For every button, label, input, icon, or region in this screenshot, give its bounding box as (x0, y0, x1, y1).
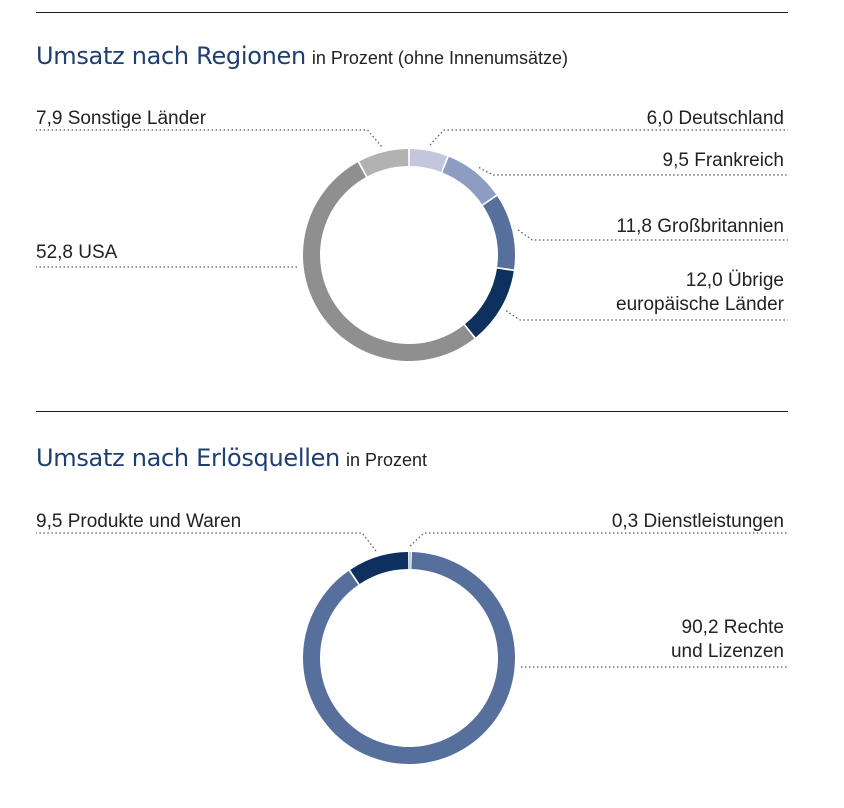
slice-group: 52,8 USA (36, 162, 475, 361)
leader-line (505, 310, 788, 321)
chart-title-revenue-sources: Umsatz nach Erlösquellen in Prozent (36, 444, 427, 472)
slice-group: 90,2 Rechte und Lizenzen (303, 552, 788, 764)
slice-label: 7,9 Sonstige Länder (36, 108, 207, 129)
donut-slice (350, 552, 409, 584)
chart-title: Umsatz nach Erlösquellen (36, 444, 340, 472)
chart-subtitle: in Prozent (345, 450, 428, 470)
leader-line (36, 532, 377, 552)
slice-group: 7,9 Sonstige Länder (36, 108, 409, 177)
slice-label: 9,5 Produkte und Waren (36, 511, 241, 532)
slice-label: 9,5 Frankreich (663, 150, 784, 171)
chart-title-regions: Umsatz nach Regionen in Prozent (ohne Inn… (36, 42, 568, 70)
slice-label-continuation: und Lizenzen (671, 641, 784, 662)
leader-line (36, 129, 382, 147)
leader-line (478, 167, 788, 176)
slice-label-continuation: europäische Länder (616, 294, 785, 315)
slice-label: 0,3 Dienstleistungen (612, 511, 784, 532)
chart-section-revenue-sources: Umsatz nach Erlösquellen in Prozent 0,3 D… (0, 400, 844, 808)
donut-chart-revenue-sources: 0,3 Dienstleistungen 90,2 Rechte und Lizen… (36, 511, 788, 764)
leader-line (429, 129, 788, 146)
slice-group: 6,0 Deutschland (409, 108, 788, 172)
chart-title: Umsatz nach Regionen (36, 42, 306, 70)
chart-subtitle: in Prozent (ohne Innenumsätze) (311, 48, 569, 68)
slice-group: 0,3 Dienstleistungen (409, 511, 788, 570)
donut-slice (409, 149, 448, 172)
slice-label: 52,8 USA (36, 242, 118, 263)
middle-rule (36, 411, 788, 412)
slice-label: 11,8 Großbritannien (616, 216, 784, 237)
slice-group: 9,5 Produkte und Waren (36, 511, 409, 584)
donut-slice (303, 552, 515, 764)
slice-label: 90,2 Rechte (682, 617, 784, 638)
donut-slice (409, 552, 411, 570)
leader-line (409, 532, 788, 547)
chart-section-regions: Umsatz nach Regionen in Prozent (ohne Inn… (0, 0, 844, 400)
donut-slice (303, 162, 475, 361)
slice-group: 9,5 Frankreich (442, 150, 788, 205)
leader-line (517, 229, 788, 241)
slice-label: 6,0 Deutschland (647, 108, 784, 129)
donut-slice (483, 196, 515, 270)
slice-group: 12,0 Übrige europäische Länder (465, 268, 788, 338)
donut-chart-regions: 6,0 Deutschland 9,5 Frankreich 11,8 Großbr… (36, 108, 788, 361)
donut-slice (465, 268, 514, 338)
donut-slice (442, 156, 497, 205)
slice-group: 11,8 Großbritannien (483, 196, 788, 270)
top-rule (36, 12, 788, 13)
slice-label: 12,0 Übrige (686, 270, 784, 291)
donut-slice (359, 149, 409, 177)
